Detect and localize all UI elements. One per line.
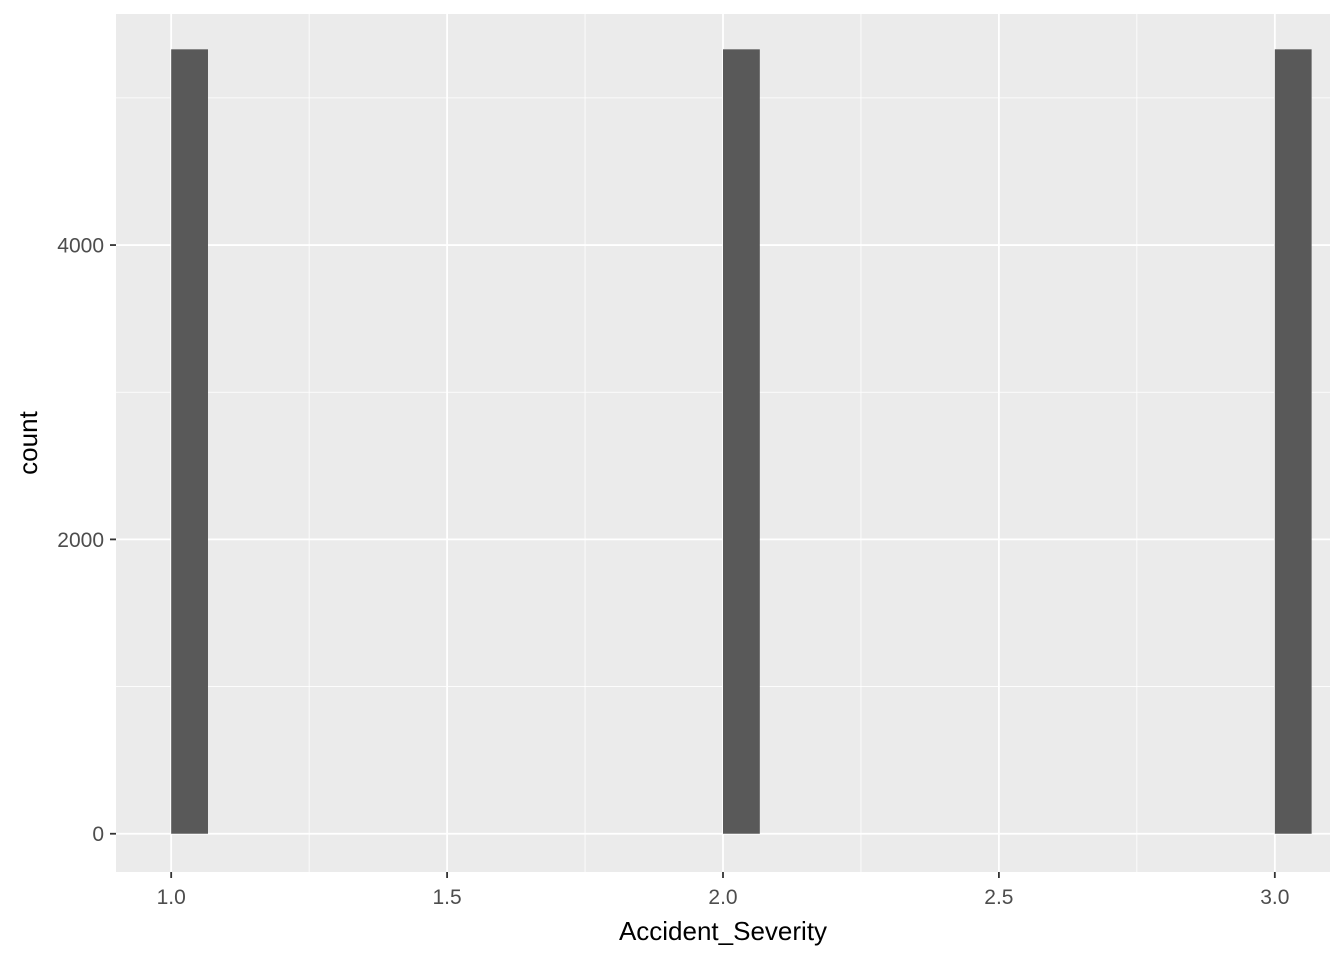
x-tick-label: 2.0 [708,886,737,909]
y-tick-label: 4000 [57,235,104,258]
x-axis-title: Accident_Severity [619,916,827,946]
x-tick-label: 2.5 [984,886,1013,909]
y-axis-title: count [13,410,43,474]
bars [171,49,1312,834]
x-tick-label: 1.0 [157,886,186,909]
x-tick-label: 3.0 [1260,886,1289,909]
histogram-bar [1274,49,1312,834]
x-axis: 1.0 1.5 2.0 2.5 3.0 [157,872,1289,909]
x-tick-label: 1.5 [432,886,461,909]
y-axis: 0 2000 4000 [57,235,116,846]
y-tick-label: 2000 [57,529,104,552]
histogram-bar [723,49,760,834]
histogram-bar [171,49,208,834]
y-tick-label: 0 [92,823,104,846]
